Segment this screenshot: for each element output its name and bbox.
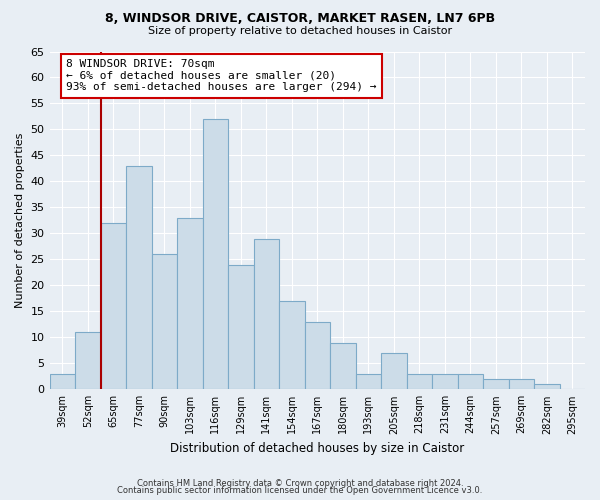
- X-axis label: Distribution of detached houses by size in Caistor: Distribution of detached houses by size …: [170, 442, 464, 455]
- Text: Contains HM Land Registry data © Crown copyright and database right 2024.: Contains HM Land Registry data © Crown c…: [137, 478, 463, 488]
- Bar: [483, 379, 509, 390]
- Bar: [50, 374, 75, 390]
- Bar: [228, 264, 254, 390]
- Bar: [177, 218, 203, 390]
- Text: Size of property relative to detached houses in Caistor: Size of property relative to detached ho…: [148, 26, 452, 36]
- Bar: [534, 384, 560, 390]
- Bar: [330, 342, 356, 390]
- Bar: [509, 379, 534, 390]
- Bar: [356, 374, 381, 390]
- Bar: [101, 223, 126, 390]
- Text: Contains public sector information licensed under the Open Government Licence v3: Contains public sector information licen…: [118, 486, 482, 495]
- Y-axis label: Number of detached properties: Number of detached properties: [15, 132, 25, 308]
- Bar: [75, 332, 101, 390]
- Bar: [432, 374, 458, 390]
- Text: 8 WINDSOR DRIVE: 70sqm
← 6% of detached houses are smaller (20)
93% of semi-deta: 8 WINDSOR DRIVE: 70sqm ← 6% of detached …: [66, 60, 377, 92]
- Bar: [407, 374, 432, 390]
- Bar: [279, 301, 305, 390]
- Bar: [305, 322, 330, 390]
- Bar: [381, 353, 407, 390]
- Bar: [254, 238, 279, 390]
- Bar: [458, 374, 483, 390]
- Bar: [203, 119, 228, 390]
- Text: 8, WINDSOR DRIVE, CAISTOR, MARKET RASEN, LN7 6PB: 8, WINDSOR DRIVE, CAISTOR, MARKET RASEN,…: [105, 12, 495, 26]
- Bar: [126, 166, 152, 390]
- Bar: [152, 254, 177, 390]
